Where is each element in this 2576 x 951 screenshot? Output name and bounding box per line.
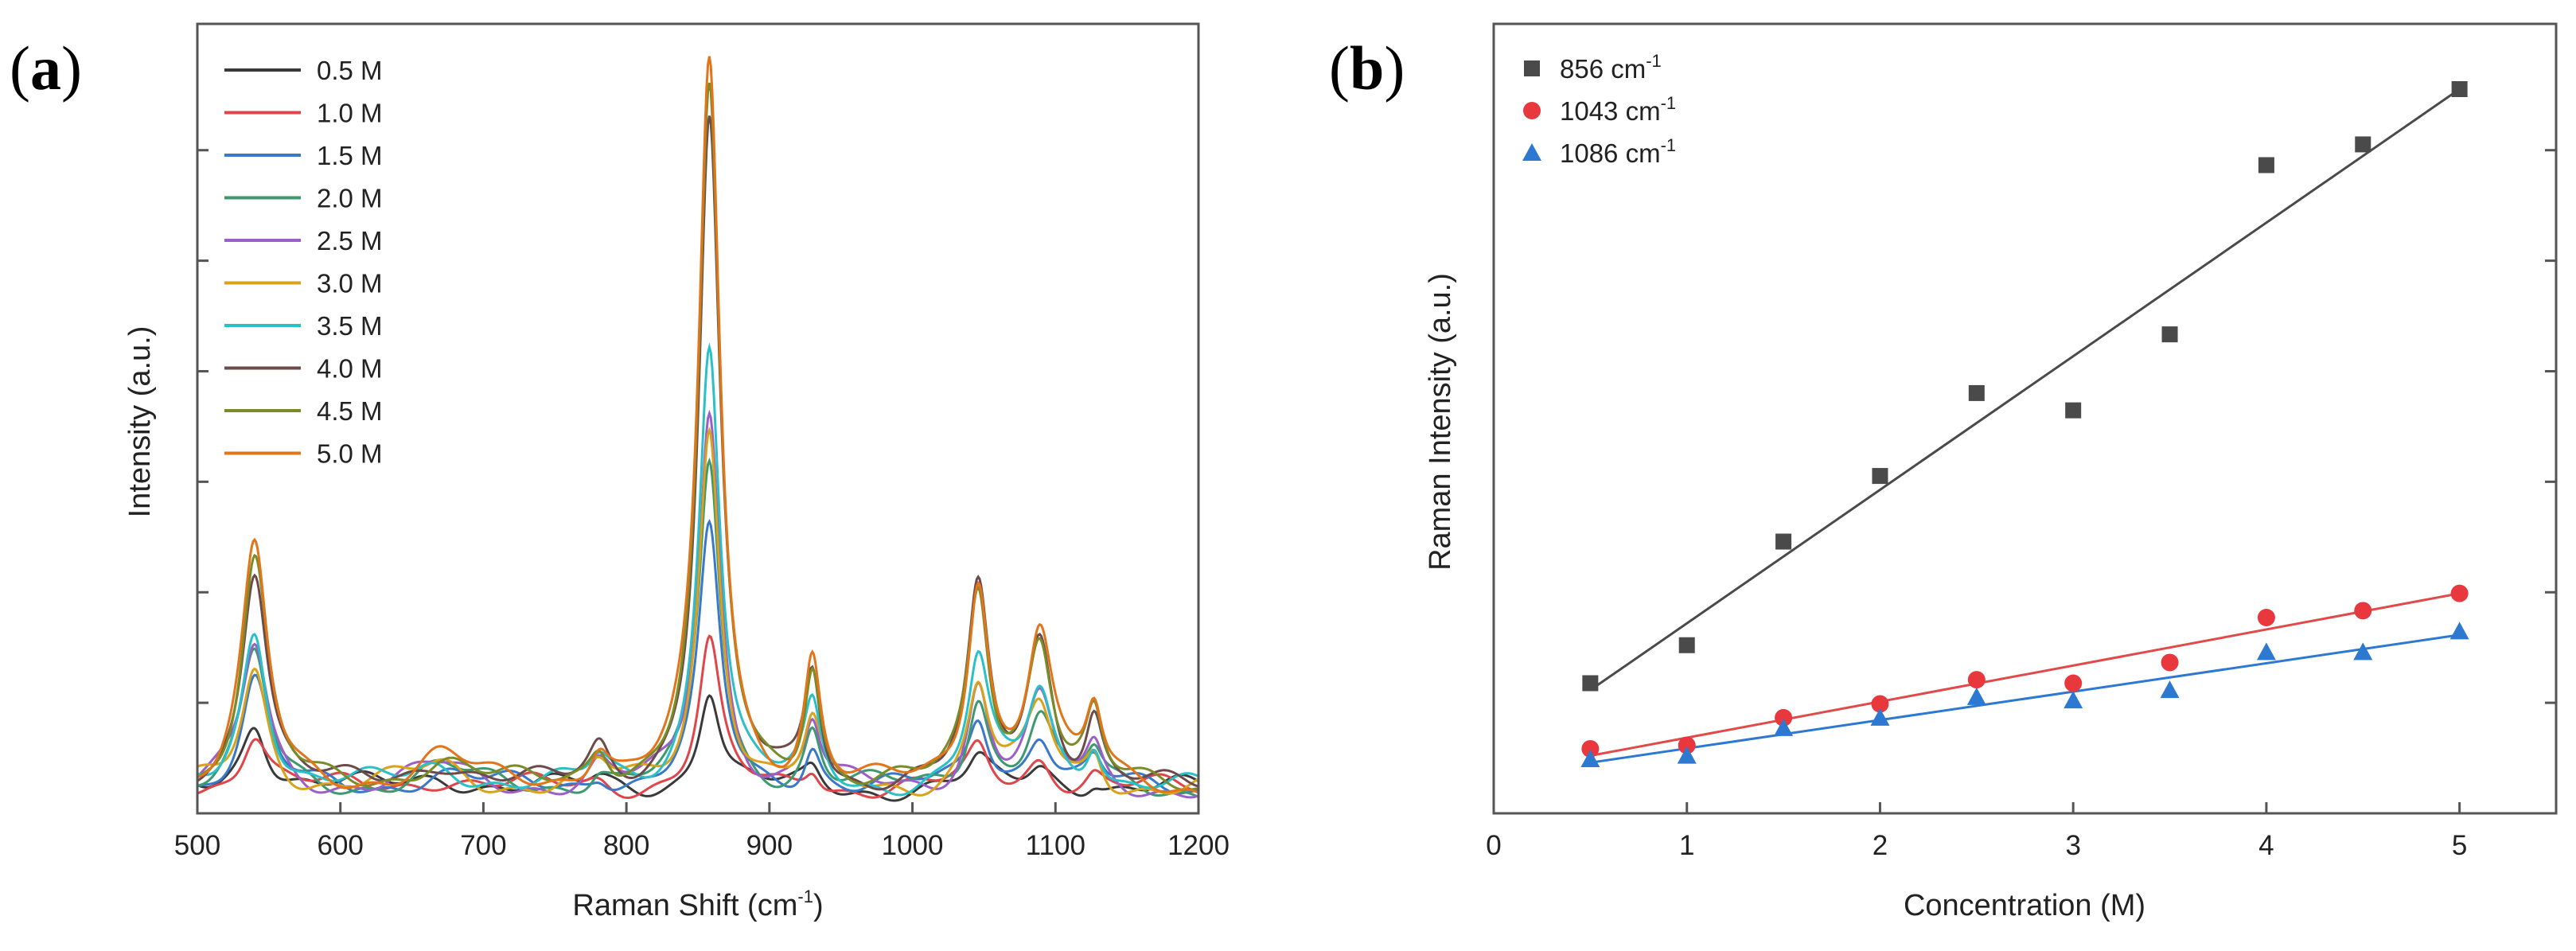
data-point [2160,680,2180,699]
x-axis-ticks-a: 500 600 700 800 900 1000 1100 1200 [174,802,1230,861]
legend-label: 3.0 M [317,269,383,298]
x-tick-label: 1100 [1026,830,1085,861]
scatter-points [1580,81,2469,767]
data-point [2064,674,2083,692]
x-tick-label: 5 [2452,830,2467,861]
legend-label: 4.5 M [317,396,383,426]
data-point [1872,468,1888,485]
x-tick-label: 600 [318,830,364,861]
x-axis-ticks-b: 0 1 2 3 4 5 [1486,802,2467,861]
legend-label: 2.5 M [317,226,383,255]
legend-label: 1.5 M [317,141,383,170]
data-point [1582,675,1599,692]
data-point [1775,708,1793,727]
data-point [1871,695,1889,713]
y-axis-ticks-b [2545,149,2556,704]
legend-label: 5.0 M [317,439,383,469]
data-point [1967,671,1986,689]
data-point [2355,136,2371,153]
legend-marker [1522,143,1541,161]
x-tick-label: 1200 [1167,830,1230,861]
legend-label: 1.0 M [317,99,383,128]
y-axis-title-b: Raman Intensity (a.u.) [1424,273,1457,571]
data-point [1581,739,1600,758]
data-point [1678,637,1695,653]
x-tick-label: 900 [746,830,793,861]
data-point [2450,584,2469,602]
legend-marker [1524,60,1540,76]
x-tick-label: 700 [460,830,506,861]
spectrum-line [197,56,1199,794]
fit-line [1589,88,2461,692]
legend-a: 0.5 M 1.0 M 1.5 M 2.0 M 2.5 M 3.0 M 3.5 M 4.0 M… [224,56,383,469]
data-point [2449,622,2469,640]
legend-label: 3.5 M [317,311,383,341]
data-point [1678,736,1696,754]
panel-a-letter: (a) [10,33,82,103]
data-point [1870,707,1890,726]
data-point [2161,326,2178,343]
data-point [2451,81,2468,97]
legend-b: 856 cm-1 1043 cm-1 1086 cm-1 [1522,51,1676,168]
data-point [1966,687,1986,705]
legend-label: 1086 cm-1 [1560,135,1676,168]
legend-label: 4.0 M [317,354,383,384]
x-tick-label: 500 [174,830,220,861]
x-tick-label: 0 [1486,830,1501,861]
data-point [2257,609,2275,627]
spectrum-line [197,342,1199,797]
data-point [2256,642,2276,661]
data-point [1775,533,1792,550]
legend-label: 856 cm-1 [1560,51,1662,84]
panel-b-letter: (b) [1329,33,1405,103]
legend-marker [1523,102,1541,119]
data-point [2353,642,2373,661]
spectra-lines [196,56,1199,802]
chart-b: 0 1 2 3 4 5 856 cm-1 1043 cm-1 1086 cm-1 Concen… [1424,22,2558,922]
spectrum-line [197,519,1199,795]
legend-label: 1043 cm-1 [1560,93,1676,126]
data-point [1968,384,1985,401]
x-tick-label: 4 [2258,830,2274,861]
plot-frame-a [196,22,1200,815]
data-point [1677,746,1697,764]
data-point [2161,653,2179,672]
data-point [1580,749,1600,767]
x-axis-title-a: Raman Shift (cm-1) [572,887,823,922]
x-axis-title-b: Concentration (M) [1904,889,2145,922]
legend-label: 2.0 M [317,184,383,213]
data-point [2064,691,2083,709]
y-axis-ticks-a [197,149,208,704]
data-point [2258,157,2274,173]
legend-label: 0.5 M [317,56,383,85]
chart-a: 500 600 700 800 900 1000 1100 1200 0.5 M 1.0 M 1.… [123,22,1230,922]
fit-lines [1589,88,2461,764]
data-point [1774,718,1794,736]
x-tick-label: 800 [603,830,649,861]
y-axis-title-a: Intensity (a.u.) [123,326,157,518]
fit-line [1590,592,2460,758]
x-tick-label: 2 [1873,830,1888,861]
fit-line [1590,633,2460,764]
data-point [2065,402,2082,419]
plot-frame-b [1492,22,2558,815]
data-point [2354,602,2372,620]
x-tick-label: 1 [1679,830,1694,861]
x-tick-label: 1000 [882,830,944,861]
x-tick-label: 3 [2065,830,2080,861]
